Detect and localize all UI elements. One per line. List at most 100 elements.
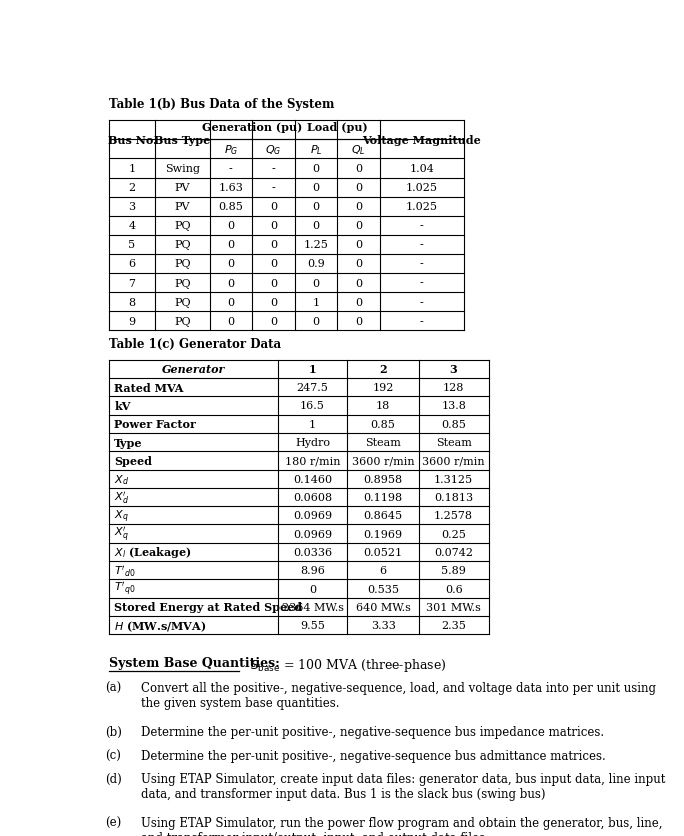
Text: 0: 0 <box>355 240 363 250</box>
Text: Power Factor: Power Factor <box>114 419 196 430</box>
Text: $P_G$: $P_G$ <box>224 143 238 156</box>
Text: 2.35: 2.35 <box>441 620 466 630</box>
Text: 1: 1 <box>129 164 135 174</box>
Text: PQ: PQ <box>174 298 191 308</box>
Text: 0: 0 <box>355 221 363 231</box>
Text: Determine the per-unit positive-, negative-sequence bus admittance matrices.: Determine the per-unit positive-, negati… <box>142 749 606 762</box>
Text: 6: 6 <box>380 566 386 576</box>
Text: Determine the per-unit positive-, negative-sequence bus impedance matrices.: Determine the per-unit positive-, negati… <box>142 726 605 738</box>
Text: Using ETAP Simulator, create input data files: generator data, bus input data, l: Using ETAP Simulator, create input data … <box>142 772 666 800</box>
Text: 0.85: 0.85 <box>218 202 244 212</box>
Text: 0: 0 <box>227 240 235 250</box>
Text: 0.1198: 0.1198 <box>363 492 403 502</box>
Text: 0: 0 <box>313 183 319 193</box>
Text: $Q_G$: $Q_G$ <box>265 143 282 156</box>
Text: Using ETAP Simulator, run the power flow program and obtain the generator, bus, : Using ETAP Simulator, run the power flow… <box>142 816 663 836</box>
Text: 1.025: 1.025 <box>406 202 438 212</box>
Text: Rated MVA: Rated MVA <box>114 382 183 393</box>
Text: kV: kV <box>114 400 131 411</box>
Text: 0.0608: 0.0608 <box>293 492 332 502</box>
Text: 0.85: 0.85 <box>441 419 466 429</box>
Text: 192: 192 <box>372 383 394 393</box>
Text: -: - <box>420 316 423 326</box>
Text: Hydro: Hydro <box>295 437 330 447</box>
Text: 1.25: 1.25 <box>304 240 328 250</box>
Text: $S_{\mathrm{base}}$ = 100 MVA (three-phase): $S_{\mathrm{base}}$ = 100 MVA (three-pha… <box>250 656 446 673</box>
Text: Table 1(b) Bus Data of the System: Table 1(b) Bus Data of the System <box>109 98 334 111</box>
Text: 0: 0 <box>355 202 363 212</box>
Text: 0: 0 <box>313 316 319 326</box>
Text: (c): (c) <box>105 749 121 762</box>
Text: 4: 4 <box>129 221 135 231</box>
Text: Convert all the positive-, negative-sequence, load, and voltage data into per un: Convert all the positive-, negative-sequ… <box>142 681 657 710</box>
Text: 1: 1 <box>309 419 316 429</box>
Text: 0: 0 <box>270 202 277 212</box>
Text: 1.025: 1.025 <box>406 183 438 193</box>
Text: 0: 0 <box>355 164 363 174</box>
Text: PQ: PQ <box>174 259 191 269</box>
Text: 0: 0 <box>270 316 277 326</box>
Text: 0: 0 <box>270 298 277 308</box>
Text: 640 MW.s: 640 MW.s <box>356 602 410 612</box>
Text: Voltage Magnitude: Voltage Magnitude <box>363 135 482 145</box>
Text: 1.3125: 1.3125 <box>434 474 473 484</box>
Text: PV: PV <box>174 202 190 212</box>
Text: 0: 0 <box>227 316 235 326</box>
Text: Generator: Generator <box>161 364 225 375</box>
Text: $T'_{q0}$: $T'_{q0}$ <box>114 580 135 598</box>
Text: 0: 0 <box>313 221 319 231</box>
Text: 3600 r/min: 3600 r/min <box>422 456 485 466</box>
Text: 0: 0 <box>313 202 319 212</box>
Text: PV: PV <box>174 183 190 193</box>
Text: (d): (d) <box>105 772 122 785</box>
Text: $X_d'$: $X_d'$ <box>114 489 129 506</box>
Text: -: - <box>272 164 276 174</box>
Text: 0: 0 <box>270 240 277 250</box>
Text: 6: 6 <box>129 259 135 269</box>
Text: 5.89: 5.89 <box>441 566 466 576</box>
Text: 5: 5 <box>129 240 135 250</box>
Text: $Q_L$: $Q_L$ <box>352 143 366 156</box>
Text: Generation (pu): Generation (pu) <box>202 122 302 133</box>
Text: -: - <box>420 259 423 269</box>
Text: Steam: Steam <box>365 437 401 447</box>
Text: PQ: PQ <box>174 240 191 250</box>
Text: Steam: Steam <box>436 437 471 447</box>
Text: 0.1813: 0.1813 <box>434 492 473 502</box>
Text: 0: 0 <box>355 183 363 193</box>
Text: 3.33: 3.33 <box>371 620 395 630</box>
Text: 9.55: 9.55 <box>300 620 325 630</box>
Text: (e): (e) <box>105 816 121 829</box>
Text: 247.5: 247.5 <box>297 383 328 393</box>
Text: $X_l$ (Leakage): $X_l$ (Leakage) <box>114 545 192 560</box>
Text: 18: 18 <box>376 401 391 410</box>
Text: $H$ (MW.s/MVA): $H$ (MW.s/MVA) <box>114 619 207 633</box>
Text: 1: 1 <box>313 298 319 308</box>
Text: 16.5: 16.5 <box>300 401 325 410</box>
Text: 9: 9 <box>129 316 135 326</box>
Text: PQ: PQ <box>174 221 191 231</box>
Text: 2: 2 <box>380 364 387 375</box>
Text: 3600 r/min: 3600 r/min <box>352 456 415 466</box>
Text: 0.0336: 0.0336 <box>293 548 332 558</box>
Text: 3: 3 <box>129 202 135 212</box>
Text: 128: 128 <box>443 383 464 393</box>
Text: $P_L$: $P_L$ <box>310 143 322 156</box>
Text: Bus Type: Bus Type <box>155 135 211 145</box>
Text: 0.8645: 0.8645 <box>363 511 403 521</box>
Text: $X_q'$: $X_q'$ <box>114 525 129 543</box>
Text: 0: 0 <box>355 316 363 326</box>
Text: 0: 0 <box>355 259 363 269</box>
Text: 0: 0 <box>313 278 319 288</box>
Text: 0: 0 <box>227 259 235 269</box>
Text: 2: 2 <box>129 183 135 193</box>
Text: -: - <box>229 164 233 174</box>
Text: 0.0969: 0.0969 <box>293 511 332 521</box>
Text: 2364 MW.s: 2364 MW.s <box>282 602 343 612</box>
Text: -: - <box>272 183 276 193</box>
Text: 180 r/min: 180 r/min <box>285 456 341 466</box>
Text: 0.0521: 0.0521 <box>363 548 403 558</box>
Text: 1.2578: 1.2578 <box>434 511 473 521</box>
Text: 0: 0 <box>313 164 319 174</box>
Text: Bus No.: Bus No. <box>107 135 157 145</box>
